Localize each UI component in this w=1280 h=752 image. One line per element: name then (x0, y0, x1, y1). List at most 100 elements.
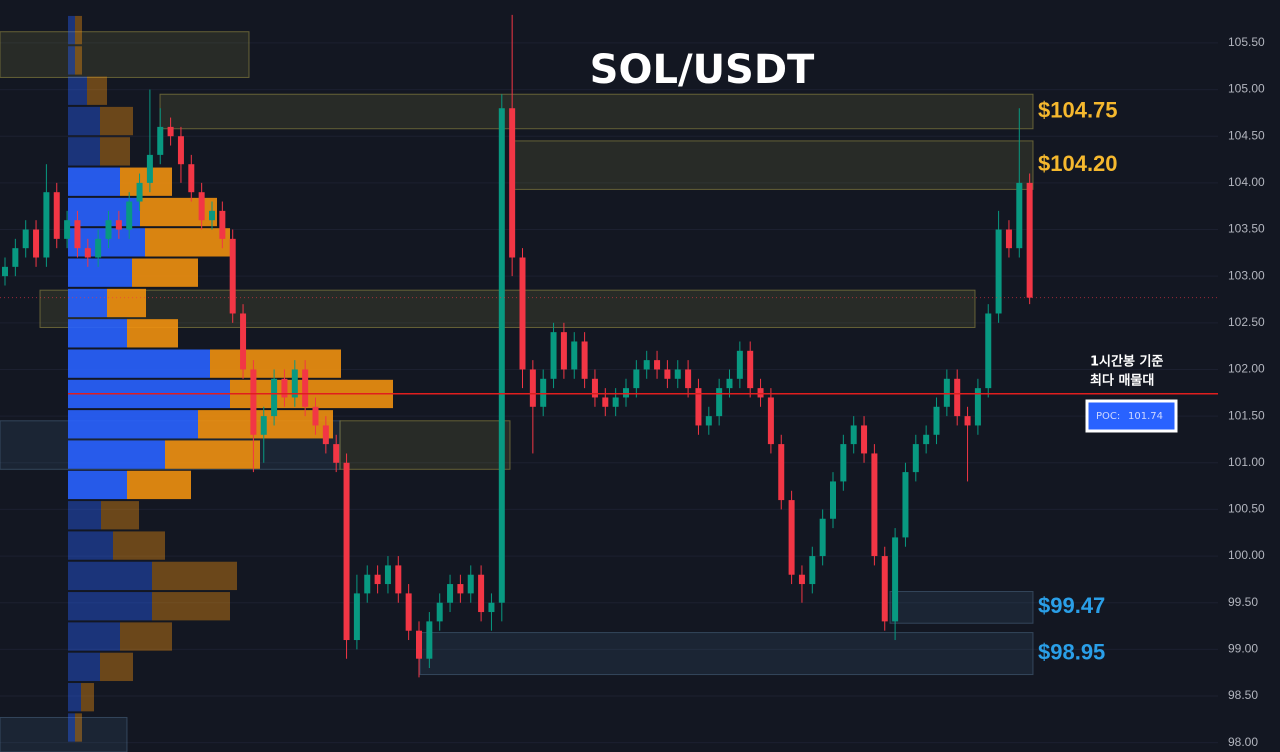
profile-sell (120, 622, 172, 651)
profile-sell (132, 258, 198, 287)
candle-body (571, 341, 578, 370)
candle-body (912, 444, 919, 473)
candle-body (74, 220, 81, 249)
candle-body (157, 126, 164, 155)
candle-body (209, 210, 215, 221)
profile-buy (68, 46, 75, 75)
profile-buy (68, 713, 75, 742)
candle-body (985, 313, 992, 389)
candle-body (933, 406, 940, 435)
candle-body (312, 406, 319, 426)
y-tick-label: 103.00 (1228, 268, 1265, 282)
candle-body (591, 378, 598, 398)
profile-buy (68, 137, 100, 166)
candle-body (964, 416, 971, 426)
profile-buy (68, 288, 107, 318)
profile-buy (68, 76, 87, 105)
candle-body (974, 388, 981, 426)
profile-sell (113, 531, 165, 560)
candle-body (726, 378, 733, 389)
price-zone (339, 420, 511, 470)
candle-body (22, 229, 29, 249)
profile-sell (107, 288, 146, 318)
candle-body (240, 313, 247, 370)
candle-body (705, 416, 712, 426)
profile-sell (75, 713, 82, 742)
y-tick-label: 98.00 (1228, 735, 1258, 749)
candle-body (695, 388, 702, 426)
profile-buy (68, 106, 100, 136)
poc-box (1085, 399, 1178, 433)
y-tick-label: 105.50 (1228, 35, 1265, 49)
candle-body (736, 350, 743, 379)
candle-body (716, 388, 723, 417)
profile-sell (120, 167, 172, 196)
profile-sell (127, 470, 191, 500)
candle-body (1026, 182, 1033, 298)
candle-body (540, 378, 547, 407)
candles (2, 14, 1033, 678)
y-tick-label: 100.50 (1228, 502, 1265, 516)
candle-body (602, 397, 609, 407)
zone-label: $98.95 (1038, 639, 1105, 664)
profile-sell (145, 228, 230, 257)
candle-body (685, 369, 692, 389)
price-zone (419, 632, 1034, 676)
price-zone (0, 31, 250, 78)
y-tick-label: 101.50 (1228, 408, 1265, 422)
candle-body (95, 238, 102, 258)
candle-body (809, 556, 816, 585)
candle-body (177, 136, 184, 165)
candle-body (633, 369, 640, 389)
candle-body (105, 220, 112, 239)
candle-body (519, 257, 526, 370)
candle-body (892, 537, 899, 622)
profile-sell (140, 197, 217, 227)
candle-body (560, 332, 567, 370)
candle-body (281, 378, 288, 398)
candle-body (229, 238, 236, 314)
zone-label: $99.47 (1038, 593, 1105, 618)
poc-value: 101.74 (1128, 411, 1163, 422)
candle-body (374, 574, 381, 585)
profile-buy (68, 531, 113, 560)
candle-body (333, 444, 340, 463)
profile-buy (68, 440, 165, 469)
profile-buy (68, 349, 210, 378)
price-zone (39, 289, 976, 328)
candle-body (364, 574, 371, 594)
y-tick-label: 102.00 (1228, 362, 1265, 376)
profile-buy (68, 622, 120, 651)
y-tick-label: 99.50 (1228, 595, 1258, 609)
candle-body (353, 593, 360, 641)
price-zone (159, 93, 1034, 130)
candle-body (943, 378, 950, 407)
candle-body (902, 472, 909, 538)
profile-sell (101, 501, 139, 530)
candle-body (136, 182, 143, 202)
candle-body (457, 584, 464, 594)
profile-buy (68, 501, 101, 530)
candle-body (436, 602, 443, 622)
candle-body (767, 397, 774, 445)
candle-body (498, 108, 505, 603)
candle-body (995, 229, 1002, 314)
candle-body (219, 210, 226, 239)
zones: $104.75 $104.20 $99.47 $98.95 (0, 31, 1118, 752)
candle-body (84, 248, 91, 258)
zone-label: $104.20 (1038, 151, 1118, 176)
zone-label: $104.75 (1038, 97, 1118, 122)
candle-body (612, 397, 619, 407)
candle-body (509, 108, 516, 258)
candle-body (757, 388, 764, 398)
candle-body (871, 453, 878, 557)
profile-buy (68, 258, 132, 287)
y-tick-label: 105.00 (1228, 82, 1265, 96)
candle-body (416, 630, 422, 659)
candle-body (250, 369, 257, 435)
profile-sell (152, 592, 230, 621)
candle-body (167, 126, 174, 137)
candle-body (674, 369, 681, 379)
candle-body (53, 192, 60, 239)
profile-buy (68, 683, 81, 712)
